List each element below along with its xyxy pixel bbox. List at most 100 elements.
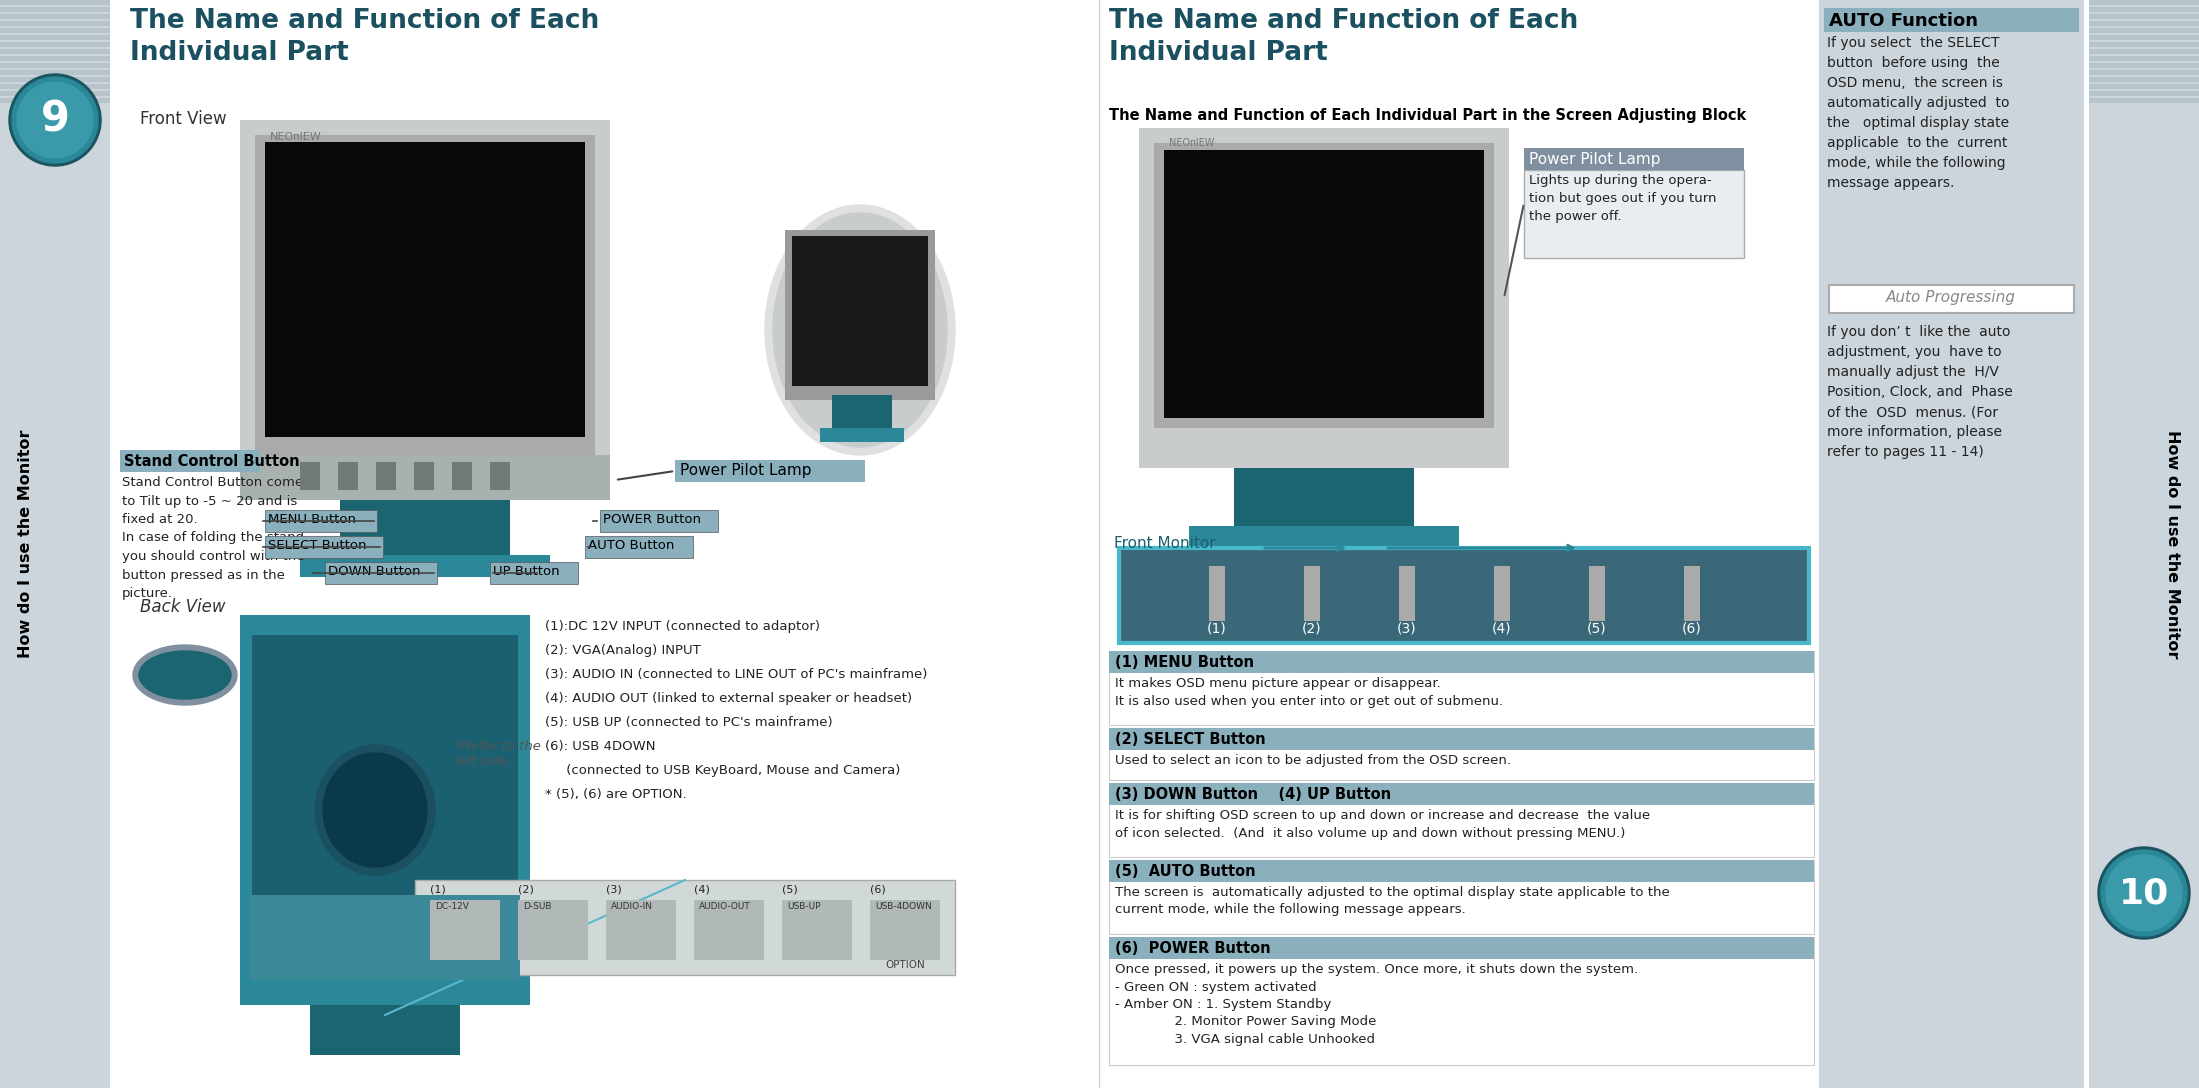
Bar	[0, 49, 2199, 54]
Bar	[2089, 21, 2199, 26]
Polygon shape	[9, 74, 101, 166]
Bar	[413, 462, 433, 490]
Text: USB-4DOWN: USB-4DOWN	[875, 902, 932, 911]
Text: DOWN Button: DOWN Button	[328, 565, 420, 578]
Polygon shape	[2098, 846, 2190, 939]
Bar	[0, 55, 110, 61]
Text: (4): (4)	[695, 885, 710, 895]
Bar	[1154, 143, 1493, 428]
Bar	[0, 70, 2199, 75]
Bar	[240, 615, 530, 1005]
Bar	[0, 21, 2199, 26]
Bar	[1819, 0, 2085, 1088]
Bar	[266, 536, 383, 558]
Bar	[0, 42, 110, 47]
Text: (3): (3)	[1396, 621, 1416, 635]
Polygon shape	[18, 82, 92, 158]
Text: It is for shifting OSD screen to up and down or increase and decrease  the value: It is for shifting OSD screen to up and …	[1115, 809, 1649, 840]
Bar	[1108, 651, 1814, 673]
Bar	[0, 98, 2199, 103]
Bar	[0, 21, 110, 26]
Bar	[600, 510, 719, 532]
Text: 10: 10	[2120, 876, 2168, 910]
Bar	[339, 462, 358, 490]
Bar	[0, 35, 110, 40]
Text: NEOᴨIEW: NEOᴨIEW	[270, 132, 321, 143]
Bar	[0, 63, 110, 67]
Bar	[0, 28, 110, 33]
Bar	[255, 135, 596, 455]
Bar	[2089, 84, 2199, 89]
Bar	[0, 7, 110, 12]
Text: If you don’ t  like the  auto
adjustment, you  have to
manually adjust the  H/V
: If you don’ t like the auto adjustment, …	[1827, 325, 2012, 459]
Text: (6): USB 4DOWN: (6): USB 4DOWN	[545, 740, 655, 753]
Text: AUDIO-OUT: AUDIO-OUT	[699, 902, 750, 911]
Bar	[1108, 651, 1814, 725]
Bar	[416, 880, 954, 975]
Bar	[341, 500, 510, 555]
Text: UP Button: UP Button	[493, 565, 559, 578]
Bar	[253, 635, 519, 895]
Text: (1): (1)	[1207, 621, 1227, 635]
Text: (3) DOWN Button    (4) UP Button: (3) DOWN Button (4) UP Button	[1115, 787, 1392, 802]
Text: Back View: Back View	[141, 598, 226, 616]
Polygon shape	[132, 645, 237, 705]
Bar	[2089, 28, 2199, 33]
Bar	[431, 900, 499, 960]
Bar	[240, 120, 609, 500]
Bar	[299, 462, 321, 490]
Text: D-SUB: D-SUB	[523, 902, 552, 911]
Bar	[0, 55, 2199, 61]
Bar	[2089, 0, 2199, 5]
Bar	[0, 91, 2199, 96]
Bar	[1108, 783, 1814, 805]
Text: How do I use the Monitor: How do I use the Monitor	[2166, 430, 2181, 658]
Bar	[0, 49, 110, 54]
Bar	[110, 0, 2089, 1088]
Text: 9: 9	[40, 99, 70, 141]
Bar	[1139, 128, 1509, 468]
Bar	[0, 63, 2199, 67]
Text: (1): (1)	[431, 885, 446, 895]
Polygon shape	[314, 745, 435, 875]
Text: (5): (5)	[783, 885, 798, 895]
Bar	[1493, 566, 1511, 621]
Bar	[266, 143, 585, 437]
Bar	[2089, 0, 2199, 1088]
Bar	[2089, 77, 2199, 82]
Bar	[2089, 55, 2199, 61]
Text: (4): AUDIO OUT (linked to external speaker or headset): (4): AUDIO OUT (linked to external speak…	[545, 692, 913, 705]
Bar	[0, 14, 110, 18]
Text: (3): AUDIO IN (connected to LINE OUT of PC's mainframe): (3): AUDIO IN (connected to LINE OUT of …	[545, 668, 928, 681]
Bar	[0, 42, 2199, 47]
Bar	[453, 462, 473, 490]
Bar	[1119, 548, 1810, 643]
Bar	[121, 450, 259, 472]
Polygon shape	[323, 753, 427, 867]
Bar	[0, 0, 110, 1088]
Bar	[1108, 783, 1814, 857]
Bar	[871, 900, 939, 960]
Text: DC-12V: DC-12V	[435, 902, 468, 911]
Text: MENU Button: MENU Button	[268, 514, 356, 526]
Text: (2): (2)	[1302, 621, 1322, 635]
Text: (5)  AUTO Button: (5) AUTO Button	[1115, 864, 1256, 879]
Bar	[519, 900, 587, 960]
Bar	[1108, 860, 1814, 934]
Bar	[1108, 937, 1814, 1065]
Bar	[0, 77, 110, 82]
Bar	[1234, 468, 1414, 526]
Bar	[1108, 728, 1814, 750]
Text: USB-UP: USB-UP	[787, 902, 820, 911]
Bar	[1830, 285, 2074, 313]
Text: (1):DC 12V INPUT (connected to adaptor): (1):DC 12V INPUT (connected to adaptor)	[545, 620, 820, 633]
Bar	[0, 7, 2199, 12]
Text: * (5), (6) are OPTION.: * (5), (6) are OPTION.	[545, 788, 686, 801]
Text: (5): USB UP (connected to PC's mainframe): (5): USB UP (connected to PC's mainframe…	[545, 716, 833, 729]
Text: Front Monitor: Front Monitor	[1115, 536, 1216, 551]
Text: It makes OSD menu picture appear or disappear.
It is also used when you enter in: It makes OSD menu picture appear or disa…	[1115, 677, 1504, 707]
Text: (2) SELECT Button: (2) SELECT Button	[1115, 732, 1267, 747]
Text: Used to select an icon to be adjusted from the OSD screen.: Used to select an icon to be adjusted fr…	[1115, 754, 1511, 767]
Bar	[1684, 566, 1700, 621]
Bar	[1163, 150, 1484, 418]
